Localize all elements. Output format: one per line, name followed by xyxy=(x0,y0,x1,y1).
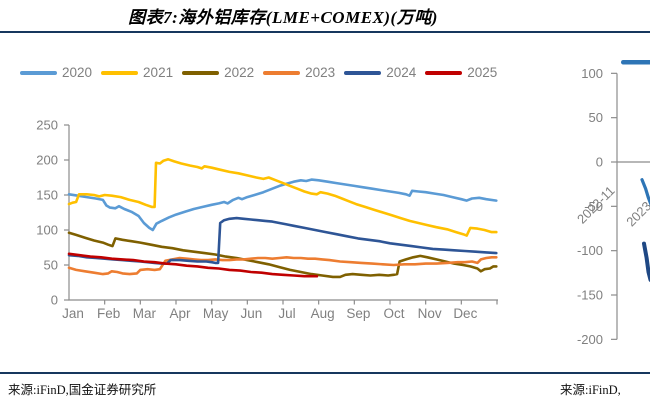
left-x-label-May: May xyxy=(203,306,229,321)
figure-title: 图表7:海外铝库存(LME+COMEX)(万吨) xyxy=(128,8,438,27)
left-x-label-Jul: Jul xyxy=(278,306,295,321)
right-y-label--150: -150 xyxy=(577,288,603,303)
legend-item-2021: 2021 xyxy=(101,66,173,80)
legend-line-marker-2025 xyxy=(425,71,463,75)
legend-line-marker-2021 xyxy=(101,71,139,75)
legend-label-2024: 2024 xyxy=(386,65,417,80)
right-y-label-100: 100 xyxy=(581,66,603,81)
left-chart-legend: 2020 2021 2022 2023 2024 2025 xyxy=(20,66,506,80)
series-line-2020 xyxy=(67,178,498,232)
legend-item-2023: 2023 xyxy=(263,66,335,80)
legend-line-marker-2024 xyxy=(344,71,382,75)
left-x-label-Jun: Jun xyxy=(240,306,262,321)
right-legend-line-marker xyxy=(621,60,650,65)
bottom-rule xyxy=(0,372,650,374)
left-x-label-Aug: Aug xyxy=(311,306,335,321)
left-x-label-Jan: Jan xyxy=(62,306,84,321)
left-chart: 0 50 100 150 200 250 Jan Feb Mar Apr May Jun Jul Aug S… xyxy=(36,118,498,321)
series-line-2023 xyxy=(67,256,498,276)
series-line-2022 xyxy=(67,231,498,279)
series-line-2025 xyxy=(67,252,319,278)
left-y-label-50: 50 xyxy=(44,258,58,273)
left-x-label-Sep: Sep xyxy=(346,306,370,321)
source-left: 来源:iFinD,国金证券研究所 xyxy=(8,383,157,397)
series-line-2021 xyxy=(67,158,498,237)
left-x-label-Mar: Mar xyxy=(133,306,157,321)
legend-line-marker-2022 xyxy=(182,71,220,75)
legend-label-2021: 2021 xyxy=(143,65,174,80)
legend-label-2022: 2022 xyxy=(224,65,255,80)
left-y-label-250: 250 xyxy=(36,118,58,133)
right-y-label--50: -50 xyxy=(584,199,603,214)
left-x-label-Feb: Feb xyxy=(97,306,120,321)
left-y-label-150: 150 xyxy=(36,188,58,203)
right-y-label-50: 50 xyxy=(589,110,603,125)
right-chart-partial: 100 50 0 -50 -100 -150 -200 2022-11 2023-0 xyxy=(574,60,650,347)
right-x-label-2022-11: 2022-11 xyxy=(574,183,618,227)
legend-line-marker-2020 xyxy=(20,71,57,75)
legend-label-2025: 2025 xyxy=(467,65,498,80)
left-y-label-0: 0 xyxy=(51,293,58,308)
legend-label-2023: 2023 xyxy=(305,65,336,80)
legend-item-2025: 2025 xyxy=(425,66,497,80)
source-right: 来源:iFinD, xyxy=(560,383,621,397)
legend-item-2020: 2020 xyxy=(20,66,92,80)
legend-item-2022: 2022 xyxy=(182,66,254,80)
right-visible-segment-lower xyxy=(642,241,650,282)
left-x-label-Nov: Nov xyxy=(418,306,442,321)
legend-label-2020: 2020 xyxy=(62,65,93,80)
left-y-label-100: 100 xyxy=(36,223,58,238)
legend-line-marker-2023 xyxy=(263,71,301,75)
right-y-label--100: -100 xyxy=(577,243,603,258)
legend-item-2024: 2024 xyxy=(344,66,416,80)
left-x-label-Oct: Oct xyxy=(383,306,404,321)
left-x-label-Dec: Dec xyxy=(453,306,477,321)
right-y-label--200: -200 xyxy=(577,332,603,347)
right-y-label-0: 0 xyxy=(596,155,603,170)
left-x-label-Apr: Apr xyxy=(169,306,191,321)
right-x-label-2023-0: 2023-0 xyxy=(623,190,650,229)
left-y-label-200: 200 xyxy=(36,153,58,168)
top-rule xyxy=(0,31,650,33)
